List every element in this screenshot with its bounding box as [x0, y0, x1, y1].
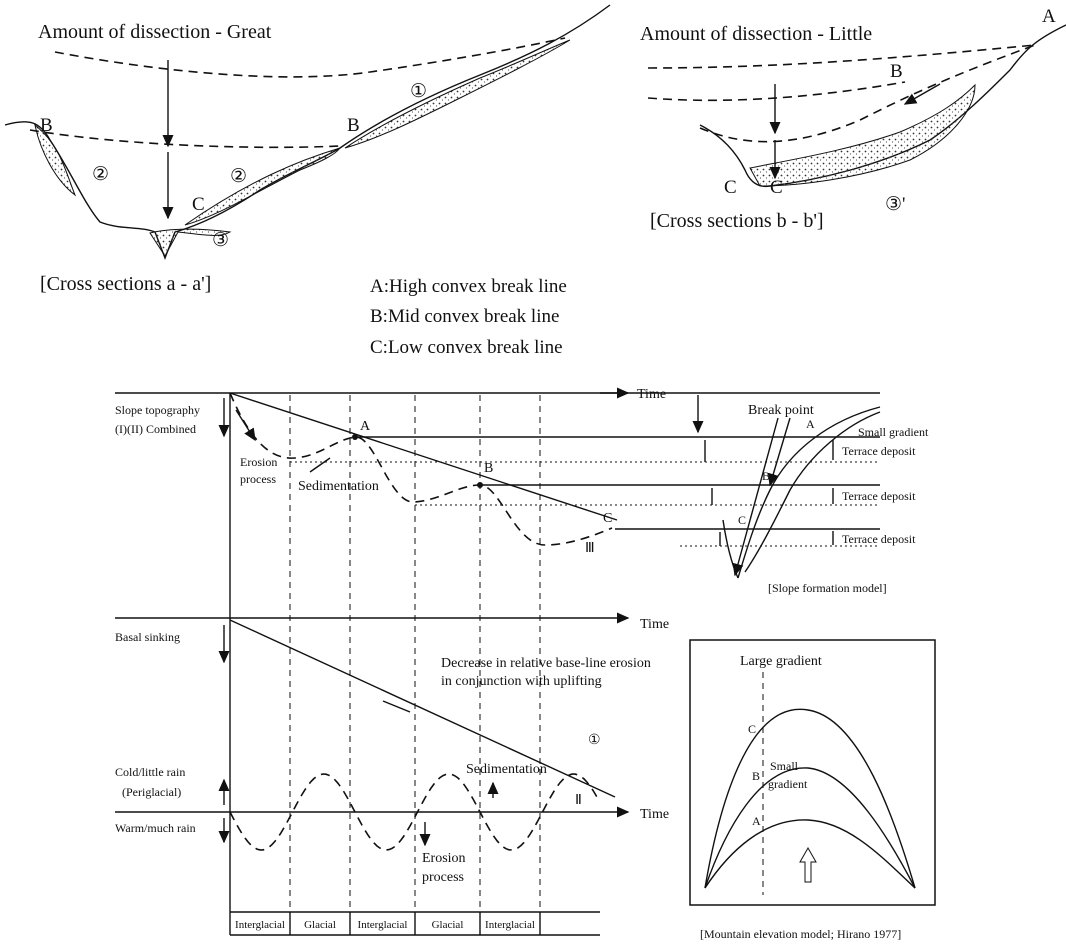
combined-curve — [230, 393, 612, 545]
curve-label: Ⅲ — [585, 541, 595, 556]
title: Amount of dissection - Great — [38, 21, 272, 43]
annotation: Large gradient — [740, 654, 822, 669]
annotation: Sedimentation — [466, 762, 547, 777]
legend-item: C:Low convex break line — [370, 337, 563, 358]
dashed-surface — [648, 82, 905, 100]
uplift-arrow — [800, 848, 816, 882]
time-label: Time — [640, 807, 669, 822]
label: B — [347, 115, 360, 136]
slope-model: Break point A B C Small gradient Terrace… — [698, 395, 929, 595]
cross-section-little: Amount of dissection - Little A B C C ③'… — [640, 6, 1066, 232]
arrow — [735, 418, 778, 575]
curve-label: ① — [588, 733, 601, 748]
curve-label: Ⅱ — [575, 793, 582, 808]
deposit — [345, 40, 570, 148]
break-label: C — [603, 511, 612, 526]
label: C — [724, 177, 737, 198]
annotation: process — [422, 870, 464, 885]
caption: [Slope formation model] — [768, 581, 887, 595]
arrow — [770, 418, 790, 485]
profile — [705, 709, 915, 888]
arrow — [236, 410, 255, 440]
label: ③' — [885, 194, 905, 215]
pointer — [310, 458, 330, 472]
caption: [Cross sections a - a'] — [40, 273, 211, 295]
annotation: Terrace deposit — [842, 444, 916, 458]
axis-label: (I)(II) Combined — [115, 422, 196, 436]
axis-label: Cold/little rain — [115, 765, 185, 779]
label: ② — [92, 164, 109, 185]
label: B — [762, 469, 770, 483]
cross-section-great: Amount of dissection - Great B B C ① ② ②… — [5, 5, 610, 295]
label: C — [738, 513, 746, 527]
axis-label: Warm/much rain — [115, 821, 196, 835]
annotation: Terrace deposit — [842, 532, 916, 546]
annotation: process — [240, 472, 276, 486]
label: C — [748, 722, 756, 736]
annotation: Decrease in relative base-line erosion — [441, 656, 651, 671]
caption: [Mountain elevation model; Hirano 1977] — [700, 927, 901, 941]
figure: Amount of dissection - Great B B C ① ② ②… — [0, 0, 1066, 946]
period-label: Interglacial — [485, 919, 535, 931]
title: Amount of dissection - Little — [640, 23, 872, 45]
dashed-surface — [30, 130, 340, 147]
label: B — [40, 115, 53, 136]
legend: A:High convex break line B:Mid convex br… — [370, 276, 567, 358]
annotation: Erosion — [240, 455, 277, 469]
time-label: Time — [640, 617, 669, 632]
label: ① — [410, 81, 427, 102]
label: A — [806, 417, 815, 431]
page: { "cross_section_great": { "title": "Amo… — [0, 0, 1066, 946]
annotation: Small gradient — [858, 425, 929, 439]
deposit — [750, 85, 975, 186]
label: C — [770, 177, 783, 198]
legend-item: B:Mid convex break line — [370, 306, 559, 327]
period-label: Glacial — [304, 919, 336, 931]
basal-line — [230, 620, 615, 797]
break-label: B — [484, 461, 493, 476]
period-label: Interglacial — [235, 919, 285, 931]
periods: Interglacial Glacial Interglacial Glacial In… — [230, 912, 540, 935]
deposit — [185, 148, 340, 225]
period-label: Interglacial — [358, 919, 408, 931]
axis-label: (Periglacial) — [122, 785, 181, 799]
legend-item: A:High convex break line — [370, 276, 567, 297]
period-label: Glacial — [432, 919, 464, 931]
label: C — [192, 194, 205, 215]
label: ② — [230, 166, 247, 187]
annotation: Terrace deposit — [842, 489, 916, 503]
label: A — [752, 814, 761, 828]
dashed-surface — [700, 45, 1035, 142]
label: A — [1042, 6, 1056, 27]
annotation: Sedimentation — [298, 479, 379, 494]
break-label: A — [360, 419, 371, 434]
label: B — [890, 61, 903, 82]
arrow — [905, 84, 940, 104]
frame — [690, 640, 935, 905]
label: B — [752, 769, 760, 783]
axis-label: Slope topography — [115, 403, 200, 417]
mountain-model: Large gradient C B A Small gradient [Mou… — [690, 640, 935, 941]
annotation: gradient — [768, 777, 808, 791]
annotation: Small — [770, 759, 799, 773]
pointer — [383, 701, 410, 712]
annotation: Break point — [748, 403, 814, 418]
profile — [705, 820, 915, 888]
annotation: Erosion — [422, 851, 466, 866]
caption: [Cross sections b - b'] — [650, 210, 824, 232]
label: ③ — [212, 230, 229, 251]
time-label: Time — [637, 387, 666, 402]
dashed-surface — [648, 45, 1035, 68]
axis-label: Basal sinking — [115, 630, 180, 644]
annotation: in conjunction with uplifting — [441, 674, 602, 689]
profile — [705, 768, 915, 888]
